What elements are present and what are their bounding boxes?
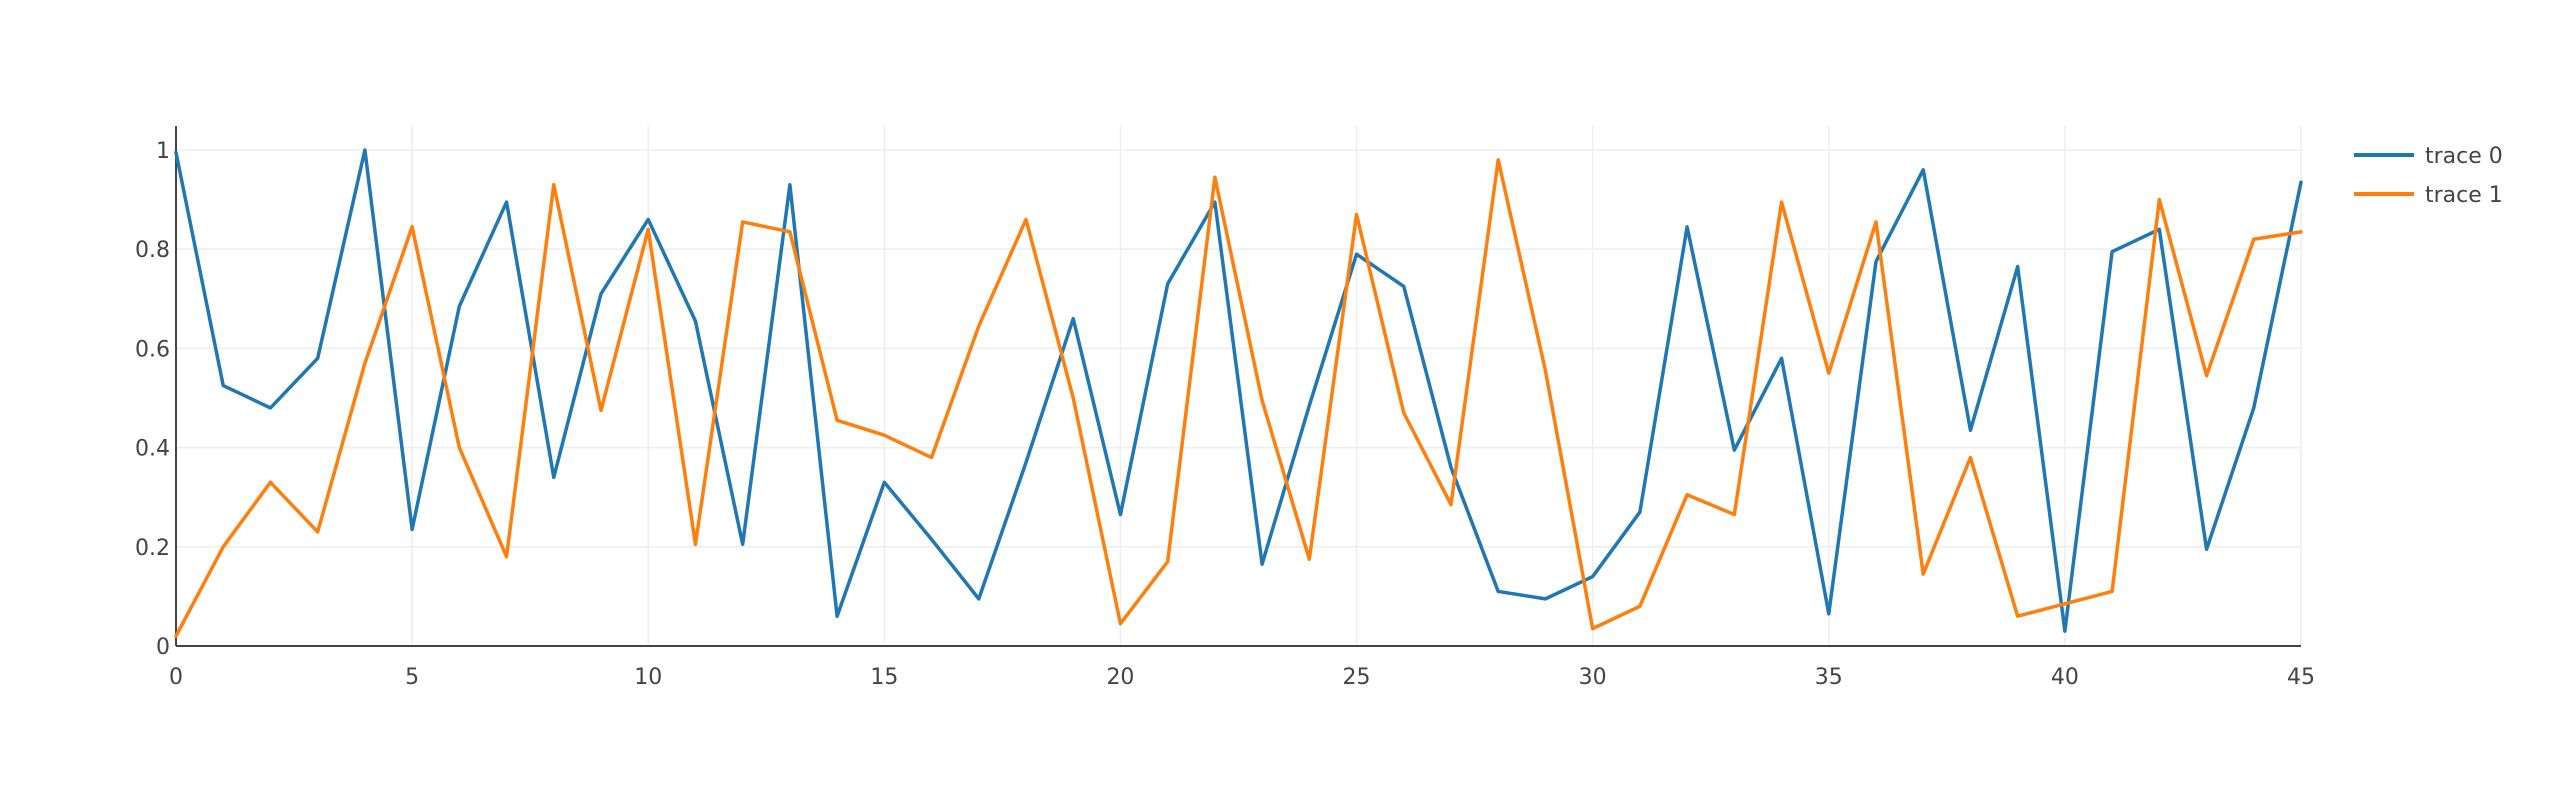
x-tick-label: 5 — [405, 665, 419, 690]
x-tick-label: 0 — [169, 665, 183, 690]
axes — [175, 126, 2301, 647]
x-tick-label: 40 — [2051, 665, 2079, 690]
y-tick-label: 0.2 — [135, 536, 170, 561]
y-tick-label: 1 — [156, 139, 170, 164]
legend-label: trace 0 — [2425, 144, 2503, 169]
x-tick-labels: 0 5 10 15 20 25 30 35 40 45 — [169, 665, 2315, 690]
x-tick-label: 10 — [634, 665, 662, 690]
legend[interactable]: trace 0 trace 1 — [2354, 144, 2503, 208]
y-tick-label: 0.4 — [135, 437, 170, 462]
x-tick-label: 45 — [2287, 665, 2315, 690]
legend-item-trace-1[interactable]: trace 1 — [2354, 183, 2503, 208]
series-lines — [174, 148, 2303, 638]
y-tick-label: 0.6 — [135, 337, 170, 362]
legend-item-trace-0[interactable]: trace 0 — [2354, 144, 2503, 169]
y-tick-label: 0 — [156, 635, 170, 660]
y-tick-labels: 0 0.2 0.4 0.6 0.8 1 — [135, 139, 170, 660]
legend-label: trace 1 — [2425, 183, 2503, 208]
x-tick-label: 30 — [1579, 665, 1607, 690]
x-tick-label: 35 — [1815, 665, 1843, 690]
y-tick-label: 0.8 — [135, 238, 170, 263]
series-line-trace-0 — [174, 148, 2303, 633]
x-tick-label: 15 — [870, 665, 898, 690]
x-tick-label: 20 — [1106, 665, 1134, 690]
x-tick-label: 25 — [1343, 665, 1371, 690]
series-line-trace-1 — [174, 158, 2303, 638]
